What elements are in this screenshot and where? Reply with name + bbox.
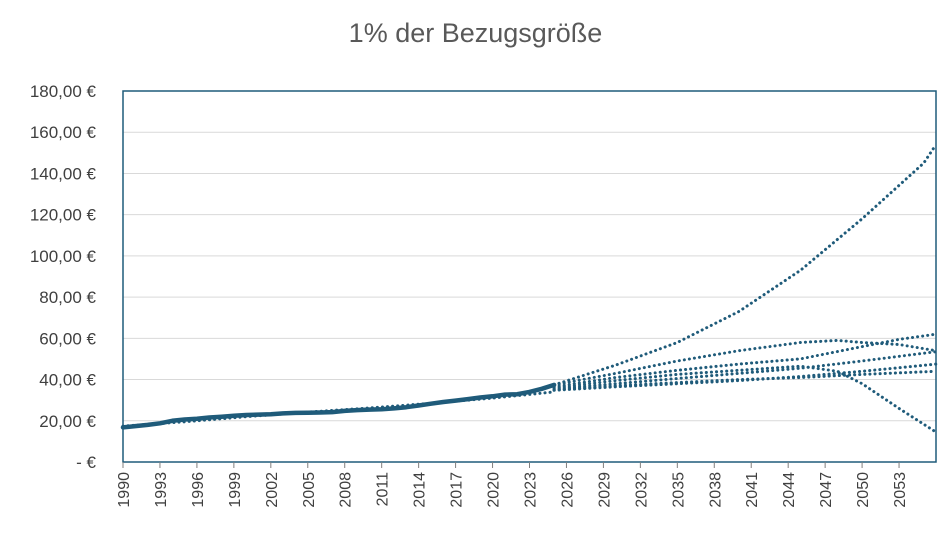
y-axis-ticks: - € 20,00 € 40,00 € 60,00 € 80,00 € 100,00 € 1… — [30, 82, 97, 472]
series-line-1 — [121, 390, 556, 428]
x-tick-label: 1999 — [227, 472, 244, 508]
series-line-6 — [552, 350, 938, 391]
x-tick-label: 2008 — [338, 472, 355, 508]
series-line-8 — [552, 362, 938, 392]
y-tick-label: 160,00 € — [30, 123, 97, 142]
series-line-2 — [552, 143, 938, 387]
x-tick-label: 2044 — [781, 472, 798, 508]
x-tick-label: 2023 — [523, 472, 540, 508]
x-tick-label: 2014 — [412, 472, 429, 508]
x-tick-label: 1996 — [190, 472, 207, 508]
y-tick-label: 100,00 € — [30, 247, 97, 266]
y-tick-label: 40,00 € — [39, 371, 96, 390]
y-tick-label: 80,00 € — [39, 288, 96, 307]
plot-frame — [122, 90, 937, 463]
series-line-3 — [552, 338, 938, 387]
x-tick-label: 2005 — [301, 472, 318, 508]
x-tick-label: 1990 — [116, 472, 133, 508]
x-tick-label: 2038 — [707, 472, 724, 508]
x-tick-label: 2050 — [855, 472, 872, 508]
plot-area-border — [122, 90, 937, 463]
x-tick-label: 2041 — [744, 472, 761, 508]
chart-title: 1% der Bezugsgröße — [348, 18, 603, 48]
x-tick-label: 2053 — [892, 472, 909, 508]
x-tick-label: 2032 — [633, 472, 650, 508]
y-tick-label: 120,00 € — [30, 206, 97, 225]
x-tick-label: 2017 — [449, 472, 466, 508]
x-tick-label: 2002 — [264, 472, 281, 508]
y-tick-label: 60,00 € — [39, 329, 96, 348]
x-tick-label: 2011 — [375, 472, 392, 507]
x-axis-ticks: 1990 1993 1996 1999 2002 2005 2008 2011 2014 2017… — [116, 462, 909, 508]
series-line-4 — [552, 332, 938, 389]
x-tick-label: 1993 — [153, 472, 170, 508]
y-tick-label: 140,00 € — [30, 164, 97, 183]
x-tick-label: 2029 — [596, 472, 613, 508]
series-line-0 — [120, 382, 557, 430]
y-tick-label: 180,00 € — [30, 82, 97, 101]
x-tick-label: 2047 — [818, 472, 835, 508]
series-lines — [120, 143, 938, 434]
gridlines — [123, 90, 936, 422]
y-tick-label: 20,00 € — [39, 412, 96, 431]
series-line-5 — [552, 364, 938, 434]
y-tick-label: - € — [76, 453, 96, 472]
x-tick-label: 2026 — [559, 472, 576, 508]
x-tick-label: 2035 — [670, 472, 687, 508]
x-tick-label: 2020 — [486, 472, 503, 508]
